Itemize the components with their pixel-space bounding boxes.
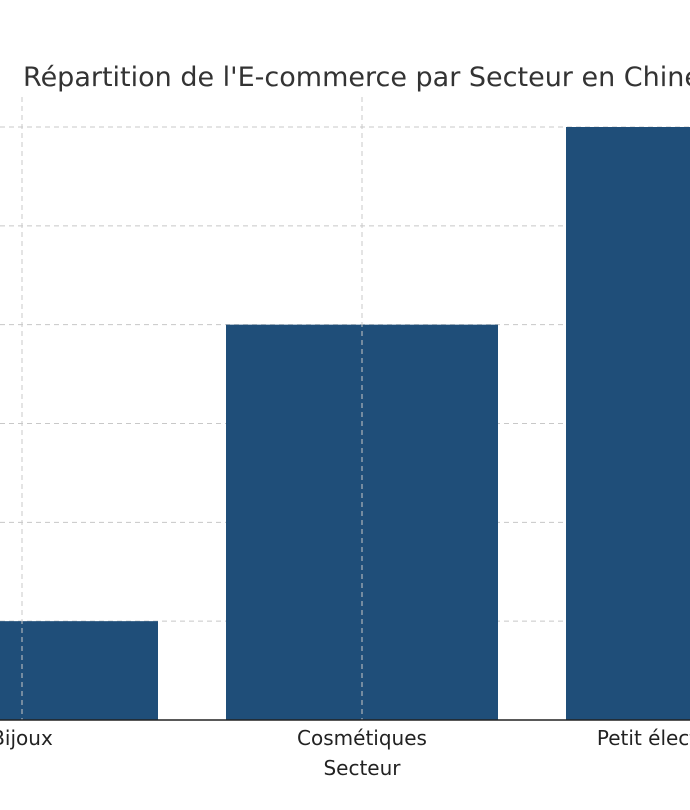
chart-title: Répartition de l'E-commerce par Secteur …	[23, 62, 690, 93]
x-tick-labels: Bijoux Cosmétiques Petit électroménager	[0, 726, 690, 750]
vertical-grid	[21, 97, 363, 720]
x-axis-label: Secteur	[323, 756, 401, 780]
x-tick-label: Bijoux	[0, 726, 53, 750]
bar	[566, 127, 690, 720]
x-tick-label: Cosmétiques	[297, 726, 427, 750]
bar	[0, 621, 158, 720]
x-tick-label: Petit électroménager	[597, 726, 690, 750]
